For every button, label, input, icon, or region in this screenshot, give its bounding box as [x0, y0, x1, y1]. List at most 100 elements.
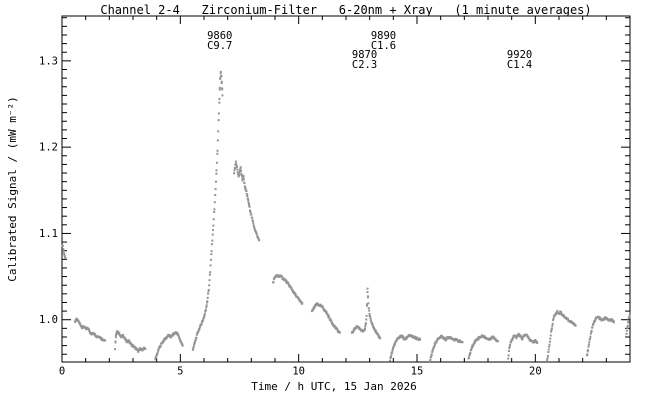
data-point	[549, 337, 552, 340]
data-point	[162, 340, 165, 343]
data-point	[118, 331, 121, 334]
data-point	[574, 324, 577, 327]
data-point	[242, 174, 245, 177]
data-point	[192, 345, 195, 348]
data-point	[210, 250, 213, 253]
data-point	[371, 323, 374, 326]
data-point	[130, 342, 133, 345]
data-point	[238, 171, 241, 174]
data-point	[87, 328, 90, 331]
data-point	[198, 326, 201, 329]
data-point	[219, 72, 222, 75]
data-point	[251, 219, 254, 222]
data-point	[591, 326, 594, 329]
data-point	[239, 166, 242, 169]
data-point	[393, 344, 396, 347]
data-point	[208, 273, 211, 276]
data-point	[156, 352, 159, 355]
data-point	[221, 87, 224, 90]
data-point	[321, 305, 324, 308]
data-point	[456, 339, 459, 342]
data-point	[244, 188, 247, 191]
data-point	[99, 336, 102, 339]
data-point	[520, 336, 523, 339]
data-point	[508, 345, 511, 348]
data-point	[209, 271, 212, 274]
data-point	[512, 335, 515, 338]
data-point	[203, 314, 206, 317]
data-point	[518, 333, 521, 336]
plot-frame-rect	[61, 15, 631, 363]
data-point	[138, 348, 141, 351]
data-points	[61, 70, 631, 363]
data-point	[180, 341, 183, 344]
data-point	[551, 324, 554, 327]
data-point	[612, 321, 615, 324]
data-point	[548, 340, 551, 343]
data-point	[253, 227, 256, 230]
data-point	[197, 330, 200, 333]
data-point	[626, 326, 629, 329]
data-point	[592, 323, 595, 326]
data-point	[235, 163, 238, 166]
data-point	[154, 358, 157, 361]
data-point	[473, 342, 476, 345]
data-point	[252, 222, 255, 225]
data-point	[330, 320, 333, 323]
data-point	[507, 357, 510, 360]
data-point	[127, 341, 130, 344]
data-point	[194, 338, 197, 341]
data-point	[363, 327, 366, 330]
data-point	[298, 298, 301, 301]
data-point	[414, 336, 417, 339]
data-point	[63, 253, 66, 256]
data-point	[191, 348, 194, 351]
data-point	[550, 330, 553, 333]
data-point	[114, 336, 117, 339]
data-point	[527, 335, 530, 338]
data-point	[334, 326, 337, 329]
data-point	[366, 303, 369, 306]
data-point	[192, 347, 195, 350]
data-point	[372, 326, 375, 329]
data-point	[366, 295, 369, 298]
data-point	[216, 149, 219, 152]
data-point	[118, 332, 121, 335]
data-point	[193, 343, 196, 346]
data-point	[443, 336, 446, 339]
data-point	[209, 264, 212, 267]
data-point	[240, 169, 243, 172]
data-point	[62, 249, 65, 252]
data-point	[122, 333, 125, 336]
data-point	[208, 279, 211, 282]
data-point	[626, 324, 629, 327]
data-point	[274, 276, 277, 279]
data-point	[169, 336, 172, 339]
data-point	[237, 175, 240, 178]
data-point	[391, 350, 394, 353]
data-point	[535, 340, 538, 343]
data-point	[177, 335, 180, 338]
data-point	[416, 336, 419, 339]
data-point	[115, 332, 118, 335]
data-point	[76, 318, 79, 321]
data-point	[445, 337, 448, 340]
data-point	[137, 350, 140, 353]
data-point	[80, 325, 83, 328]
data-point	[205, 304, 208, 307]
data-point	[244, 186, 247, 189]
data-point	[314, 304, 317, 307]
data-point	[197, 329, 200, 332]
data-point	[285, 279, 288, 282]
data-point	[556, 309, 559, 312]
y-tick-label: 1.0	[39, 314, 58, 326]
data-point	[247, 199, 250, 202]
axis-ticks	[61, 16, 630, 362]
data-point	[217, 112, 220, 115]
data-point	[248, 205, 251, 208]
data-point	[204, 308, 207, 311]
data-point	[392, 346, 395, 349]
data-point	[294, 292, 297, 295]
data-point	[552, 319, 555, 322]
data-point	[196, 332, 199, 335]
